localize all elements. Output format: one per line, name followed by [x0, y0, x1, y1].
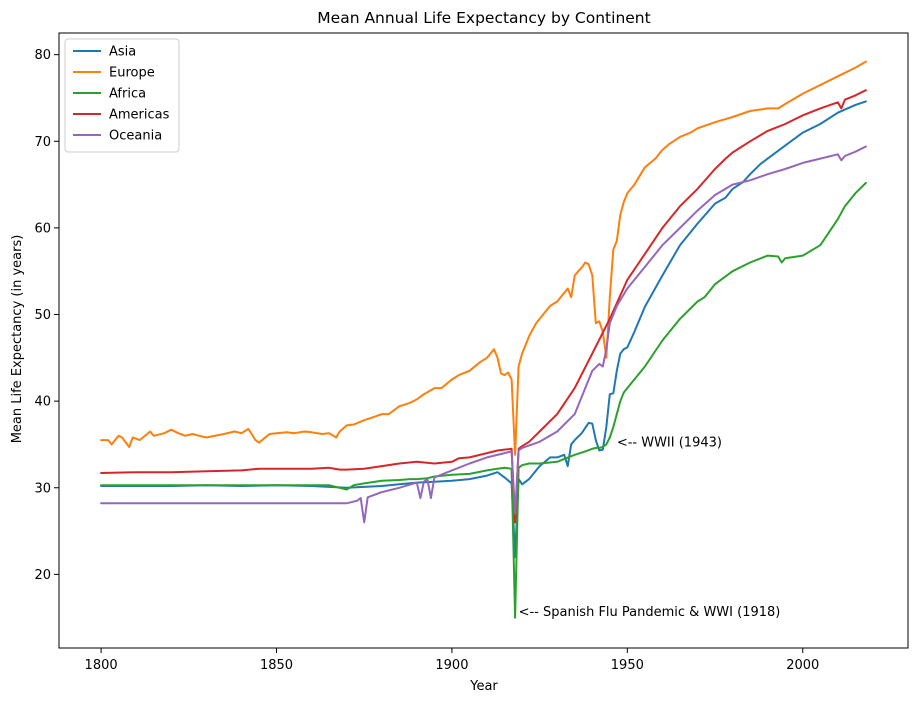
annotations: <-- WWII (1943) <-- Spanish Flu Pandemic …	[519, 435, 781, 620]
y-axis-label: Mean Life Expectancy (in years)	[10, 235, 25, 444]
y-tick-label: 20	[34, 568, 51, 583]
annotation-spanish-flu: <-- Spanish Flu Pandemic & WWI (1918)	[519, 605, 781, 620]
series-line-europe	[100, 60, 867, 456]
series-line-oceania	[100, 145, 867, 524]
y-axis: 20 30 40 50 60 70 80	[34, 48, 59, 583]
x-tick-label: 1900	[435, 658, 468, 673]
legend: Asia Europe Africa Americas Oceania	[64, 38, 180, 153]
x-tick-label: 1800	[85, 658, 118, 673]
y-tick-label: 80	[34, 48, 51, 63]
annotation-wwii: <-- WWII (1943)	[617, 435, 722, 450]
y-tick-label: 50	[34, 308, 51, 323]
x-tick-label: 1850	[260, 658, 293, 673]
y-tick-label: 30	[34, 481, 51, 496]
legend-label-africa: Africa	[109, 87, 146, 102]
legend-box	[64, 38, 180, 153]
x-tick-label: 2000	[786, 658, 819, 673]
series-line-americas	[100, 89, 867, 524]
x-axis-label: Year	[469, 679, 498, 694]
legend-label-europe: Europe	[109, 66, 155, 81]
legend-label-oceania: Oceania	[109, 129, 162, 144]
series-line-africa	[100, 181, 867, 619]
chart-title: Mean Annual Life Expectancy by Continent	[317, 9, 650, 27]
y-tick-label: 70	[34, 135, 51, 150]
series-layer	[100, 60, 867, 619]
plot-frame	[58, 32, 909, 649]
y-tick-label: 60	[34, 221, 51, 236]
x-axis: 1800 1850 1900 1950 2000	[85, 648, 819, 673]
legend-label-asia: Asia	[109, 45, 136, 60]
x-tick-label: 1950	[611, 658, 644, 673]
y-tick-label: 40	[34, 395, 51, 410]
legend-label-americas: Americas	[109, 108, 170, 123]
